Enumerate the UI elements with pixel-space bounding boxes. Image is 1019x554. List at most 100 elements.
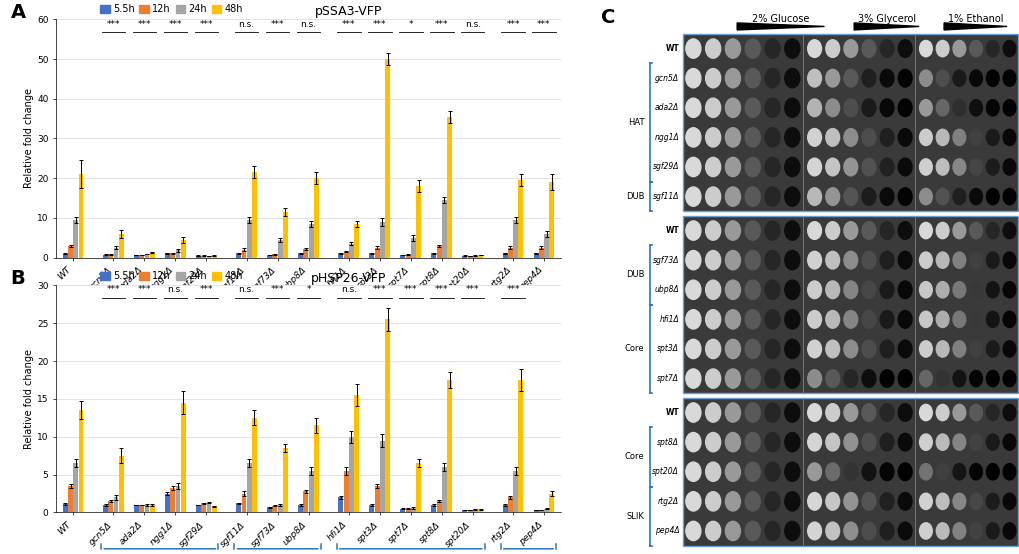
Bar [206,502,211,512]
Circle shape [861,522,875,540]
Circle shape [969,464,981,480]
Circle shape [825,69,839,87]
Circle shape [919,464,931,480]
Circle shape [843,252,857,269]
Bar [119,234,123,258]
Circle shape [807,370,820,387]
Circle shape [807,404,820,422]
Bar [309,471,313,512]
Bar [513,220,518,258]
Circle shape [898,311,911,328]
Circle shape [784,69,799,88]
Circle shape [843,222,857,239]
Circle shape [705,492,720,511]
Bar [380,222,384,258]
Bar [103,255,108,258]
Circle shape [861,370,875,387]
Circle shape [985,100,999,116]
Circle shape [745,369,759,388]
Bar [282,448,287,512]
Text: SLIK: SLIK [518,314,538,324]
Circle shape [935,222,948,239]
Circle shape [952,159,965,175]
Circle shape [764,187,780,206]
Text: DUB: DUB [626,270,644,279]
Circle shape [705,187,720,206]
Circle shape [764,250,780,270]
Circle shape [825,311,839,328]
Circle shape [952,371,965,387]
Circle shape [952,252,965,268]
Circle shape [935,281,948,298]
Polygon shape [737,23,823,30]
Circle shape [725,39,740,58]
Circle shape [705,69,720,88]
Text: n.s.: n.s. [238,285,255,294]
Circle shape [843,188,857,206]
Bar [133,505,139,512]
Circle shape [898,252,911,269]
Bar [473,255,477,258]
Circle shape [935,311,948,327]
Bar [385,319,389,512]
Circle shape [745,310,759,329]
Bar [247,463,252,512]
Circle shape [952,311,965,327]
Circle shape [898,370,911,387]
Circle shape [685,369,700,388]
Circle shape [879,188,893,206]
Circle shape [807,433,820,451]
Circle shape [825,493,839,510]
Circle shape [1002,404,1015,420]
Bar [170,488,175,512]
Circle shape [725,340,740,358]
Bar [374,486,379,512]
Circle shape [861,158,875,176]
Circle shape [745,221,759,240]
Text: DUB: DUB [267,314,288,324]
Text: ***: *** [466,285,479,294]
Circle shape [1002,100,1015,116]
Circle shape [807,340,820,358]
Circle shape [807,158,820,176]
Circle shape [705,403,720,422]
Bar [68,486,73,512]
Circle shape [685,187,700,206]
Circle shape [764,340,780,358]
Bar [73,220,78,258]
Circle shape [843,281,857,299]
Circle shape [861,40,875,58]
Text: ***: *** [404,285,417,294]
Text: *: * [409,20,413,29]
Circle shape [685,280,700,299]
Bar [543,509,548,512]
Bar [73,463,78,512]
Circle shape [935,341,948,357]
Circle shape [807,522,820,540]
Circle shape [952,341,965,357]
Circle shape [725,433,740,452]
Text: 1% Ethanol: 1% Ethanol [947,14,1003,24]
Bar [538,248,543,258]
Circle shape [764,492,780,511]
Bar [133,255,139,258]
Circle shape [685,39,700,58]
Circle shape [745,39,759,58]
Circle shape [725,69,740,88]
Bar [170,253,175,258]
Bar [478,255,483,258]
Circle shape [898,463,911,480]
Legend: 5.5h, 12h, 24h, 48h: 5.5h, 12h, 24h, 48h [96,268,247,285]
Bar [348,244,354,258]
Y-axis label: Relative fold change: Relative fold change [24,89,35,188]
Circle shape [725,250,740,270]
Circle shape [745,250,759,270]
Text: ***: *** [434,20,448,29]
Circle shape [745,462,759,481]
Circle shape [843,404,857,422]
Bar [513,471,518,512]
Circle shape [807,222,820,239]
Circle shape [725,98,740,117]
Circle shape [898,158,911,176]
Circle shape [952,493,965,510]
